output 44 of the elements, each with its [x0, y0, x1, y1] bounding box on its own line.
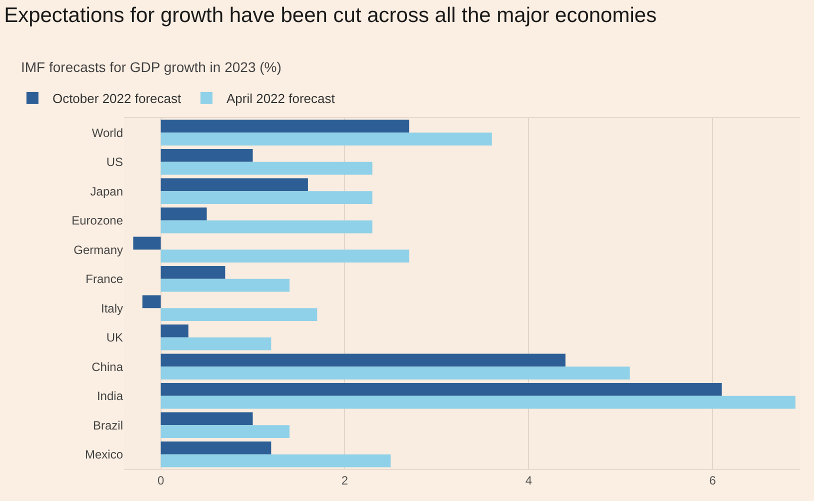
bar — [160, 162, 372, 175]
bar — [160, 396, 796, 409]
chart-subtitle: IMF forecasts for GDP growth in 2023 (%) — [21, 59, 282, 75]
bar — [160, 220, 372, 234]
x-tick-label: 2 — [341, 473, 348, 488]
legend-label: April 2022 forecast — [226, 91, 336, 106]
y-tick-label: US — [106, 155, 123, 170]
bar — [160, 149, 253, 162]
y-tick-label: Mexico — [84, 448, 124, 462]
y-tick-label: World — [92, 126, 123, 140]
bar — [160, 132, 492, 146]
bar — [160, 454, 391, 468]
bar — [133, 236, 161, 250]
bar — [160, 308, 318, 321]
x-tick-label: 4 — [525, 473, 532, 488]
y-tick-label: UK — [106, 330, 123, 345]
y-tick-label: Italy — [100, 301, 123, 316]
bar — [160, 324, 188, 338]
y-tick-label: Japan — [90, 184, 123, 198]
y-tick-label: China — [92, 360, 124, 374]
y-tick-label: Eurozone — [72, 214, 124, 228]
bar — [160, 191, 372, 204]
bar — [160, 425, 290, 438]
bar — [160, 208, 207, 220]
y-tick-label: France — [86, 272, 124, 286]
bar — [160, 412, 253, 426]
bar — [160, 337, 272, 350]
y-tick-label: Germany — [74, 242, 123, 257]
y-tick-label: India — [96, 389, 124, 404]
x-tick-label: 6 — [709, 473, 716, 488]
y-tick-label: Brazil — [92, 418, 123, 432]
bar — [160, 442, 272, 454]
bar — [160, 278, 290, 292]
bar — [160, 266, 226, 279]
chart-title: Expectations for growth have been cut across all the major economies — [4, 4, 657, 28]
bar — [160, 366, 630, 380]
bar — [160, 250, 410, 262]
bar — [160, 120, 410, 133]
x-tick-label: 0 — [157, 473, 164, 488]
bar — [160, 383, 722, 396]
bar — [160, 354, 566, 367]
legend-label: October 2022 forecast — [52, 91, 182, 106]
bar — [160, 178, 308, 192]
bar — [142, 295, 161, 308]
